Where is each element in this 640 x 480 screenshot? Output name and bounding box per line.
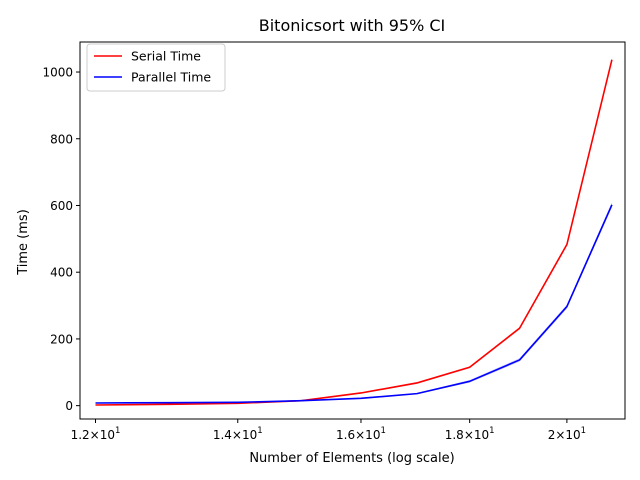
y-tick-label-4: 800 bbox=[50, 132, 73, 146]
axes-frame bbox=[79, 41, 626, 420]
x-tick-label-4: 2×101 bbox=[548, 426, 586, 442]
x-tick-label-1: 1.4×101 bbox=[213, 426, 263, 442]
y-tick-label-2: 400 bbox=[50, 266, 73, 280]
legend-label-1: Parallel Time bbox=[131, 70, 211, 85]
y-tick-label-1: 200 bbox=[50, 332, 73, 346]
x-tick-label-2: 1.6×101 bbox=[336, 426, 386, 442]
x-axis-ticks: 1.2×101 1.4×101 1.6×101 1.8×101 2×101 bbox=[71, 419, 586, 442]
series-line-0 bbox=[95, 59, 613, 406]
y-tick-label-5: 1000 bbox=[42, 66, 73, 80]
y-axis-ticks: 0 200 400 600 800 1000 bbox=[42, 66, 80, 413]
chart-title: Bitonicsort with 95% CI bbox=[259, 16, 446, 35]
legend-label-0: Serial Time bbox=[131, 49, 201, 64]
series-lines bbox=[95, 59, 613, 406]
y-axis-label: Time (ms) bbox=[16, 209, 31, 276]
y-tick-label-0: 0 bbox=[65, 399, 73, 413]
x-tick-label-0: 1.2×101 bbox=[71, 426, 121, 442]
legend: Serial Time Parallel Time bbox=[86, 43, 226, 92]
series-line-1 bbox=[95, 204, 613, 404]
x-axis-label: Number of Elements (log scale) bbox=[249, 451, 454, 466]
y-tick-label-3: 600 bbox=[50, 199, 73, 213]
x-tick-label-3: 1.8×101 bbox=[445, 426, 495, 442]
